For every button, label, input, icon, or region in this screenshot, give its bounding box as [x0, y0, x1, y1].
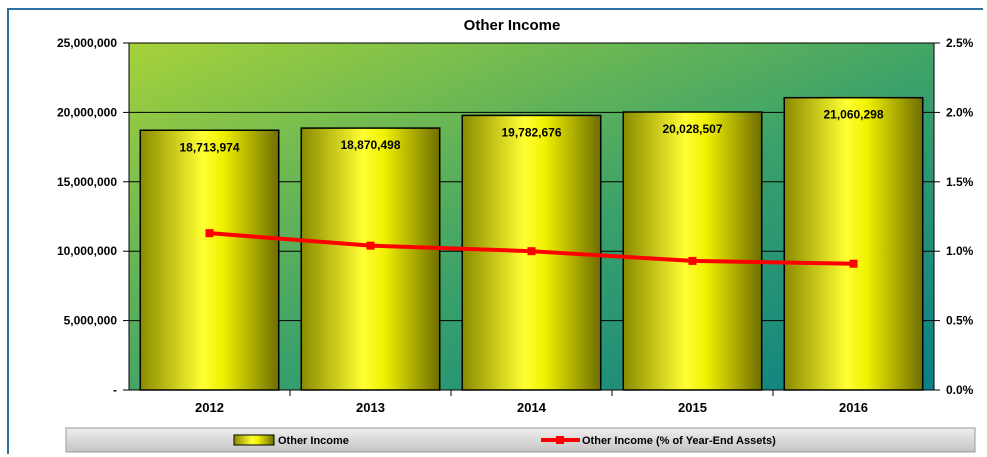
- bar-data-label: 20,028,507: [662, 122, 722, 136]
- y-right-tick-label: 0.0%: [946, 383, 974, 397]
- bar-data-label: 18,713,974: [179, 140, 239, 154]
- y-right-tick-label: 2.5%: [946, 36, 974, 50]
- bar-2015: [622, 111, 763, 391]
- bar-data-label: 18,870,498: [340, 138, 400, 152]
- line-series: [205, 229, 858, 268]
- y-right-tick-label: 1.0%: [946, 244, 974, 258]
- x-tick-labels: 2012 2013 2014 2015 2016: [195, 400, 868, 415]
- y-left-tick-label: 20,000,000: [57, 105, 117, 119]
- line-point-2013: [366, 241, 375, 250]
- y-right-tick-label: 2.0%: [946, 105, 974, 119]
- x-tick-label: 2016: [839, 400, 868, 415]
- bar-data-label: 19,782,676: [501, 125, 561, 139]
- legend-label-bar: Other Income: [278, 435, 349, 447]
- chart-frame: [7, 8, 983, 454]
- legend: Other Income Other Income (% of Year-End…: [65, 427, 976, 453]
- y-right-tick-labels: 0.0% 0.5% 1.0% 1.5% 2.0% 2.5%: [946, 36, 974, 397]
- x-tick-label: 2013: [356, 400, 385, 415]
- chart-title: Other Income: [464, 17, 561, 34]
- y-left-tick-label: 10,000,000: [57, 244, 117, 258]
- bar-data-labels: 18,713,974 18,870,498 19,782,676 20,028,507…: [179, 108, 883, 155]
- bar-data-label: 21,060,298: [823, 108, 883, 122]
- y-left-tick-label: -: [113, 383, 117, 397]
- axes: [128, 43, 935, 391]
- line-point-2015: [688, 256, 697, 265]
- y-right-tick-label: 0.5%: [946, 314, 974, 328]
- legend-swatch-bar: [233, 434, 275, 446]
- y-left-tick-label: 15,000,000: [57, 175, 117, 189]
- legend-label-line: Other Income (% of Year-End Assets): [582, 435, 776, 447]
- x-tick-label: 2015: [678, 400, 707, 415]
- line-point-2014: [527, 247, 536, 256]
- y-right-tick-label: 1.5%: [946, 175, 974, 189]
- y-left-tick-label: 5,000,000: [64, 314, 118, 328]
- y-left-tick-labels: - 5,000,000 10,000,000 15,000,000 20,000,000…: [57, 36, 117, 397]
- x-tick-label: 2014: [517, 400, 547, 415]
- bar-2012: [139, 129, 280, 391]
- legend-box: [65, 427, 976, 453]
- y-left-tick-label: 25,000,000: [57, 36, 117, 50]
- bar-2016: [783, 96, 924, 391]
- line-point-2016: [849, 259, 858, 268]
- legend-swatch-marker: [556, 436, 564, 444]
- line-point-2012: [205, 229, 214, 238]
- bar-series: [139, 96, 924, 391]
- x-tick-label: 2012: [195, 400, 224, 415]
- bar-2013: [300, 127, 441, 391]
